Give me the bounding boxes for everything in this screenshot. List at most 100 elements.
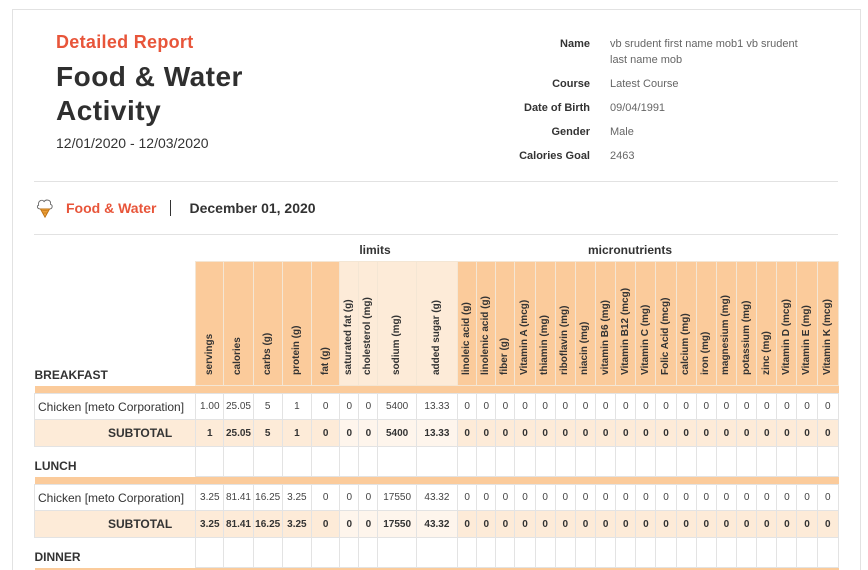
nutrient-value: 0 — [736, 484, 758, 511]
empty-cell — [281, 446, 313, 477]
subtotal-value: 0 — [534, 510, 556, 538]
nutrient-value: 0 — [695, 393, 717, 420]
subtotal-value: 0 — [495, 419, 516, 447]
column-header: Vitamin K (mcg) — [816, 261, 840, 386]
nutrient-value: 0 — [635, 484, 657, 511]
nutrient-value: 0 — [574, 393, 597, 420]
subtotal-value: 0 — [756, 510, 778, 538]
nutrient-value: 0 — [358, 393, 379, 420]
food-name: Chicken [meto Corporation] — [33, 484, 197, 511]
subtotal-value: 0 — [514, 510, 536, 538]
subtotal-value: 0 — [476, 419, 497, 447]
empty-cell — [415, 446, 459, 477]
empty-cell — [358, 446, 379, 477]
group-label-micronutrients: micronutrients — [587, 243, 672, 257]
subtotal-value: 0 — [554, 510, 576, 538]
empty-cell — [476, 537, 497, 568]
empty-cell — [310, 446, 341, 477]
empty-cell — [615, 446, 637, 477]
column-header: calcium (mg) — [675, 261, 697, 386]
empty-cell — [655, 446, 677, 477]
empty-cell — [476, 446, 497, 477]
profile-info: Name vb srudent first name mob1 vb srude… — [470, 36, 810, 172]
empty-cell — [252, 537, 283, 568]
column-header: Vitamin C (mg) — [635, 261, 657, 386]
section-date: December 01, 2020 — [189, 200, 316, 216]
empty-cell — [554, 537, 576, 568]
nutrient-value: 0 — [574, 484, 597, 511]
column-header: niacin (mg) — [574, 261, 597, 386]
subtotal-value: 0 — [358, 510, 379, 538]
column-header: riboflavin (mg) — [554, 261, 576, 386]
table-row: Chicken [meto Corporation] 1.00 25.05 5 1 0 0 0… — [33, 393, 840, 420]
empty-cell — [223, 446, 254, 477]
column-header: vitamin B6 (mg) — [595, 261, 617, 386]
column-header-label: calcium (mg) — [680, 313, 692, 375]
subtotal-value: 0 — [310, 510, 341, 538]
empty-cell — [339, 537, 360, 568]
nutrient-value: 0 — [776, 484, 798, 511]
nutrient-value: 0 — [534, 484, 556, 511]
divider — [34, 234, 838, 235]
column-header-label: niacin (mg) — [579, 321, 591, 375]
subtotal-value: 0 — [695, 419, 717, 447]
profile-row-name: Name vb srudent first name mob1 vb srude… — [470, 36, 810, 68]
nutrient-value: 81.41 — [223, 484, 254, 511]
nutrient-value: 0 — [756, 484, 778, 511]
subtotal-value: 0 — [457, 419, 478, 447]
subtotal-value: 0 — [615, 419, 637, 447]
nutrient-value: 0 — [595, 484, 617, 511]
nutrient-value: 0 — [615, 393, 637, 420]
nutrient-value: 1.00 — [195, 393, 225, 420]
nutrient-value: 3.25 — [281, 484, 313, 511]
nutrient-value: 0 — [495, 393, 516, 420]
subtotal-value: 0 — [615, 510, 637, 538]
nutrient-value: 16.25 — [252, 484, 283, 511]
nutrient-value: 0 — [514, 393, 536, 420]
nutrient-value: 0 — [476, 484, 497, 511]
column-header-label: vitamin B6 (mg) — [599, 299, 611, 375]
column-header: Folic Acid (mcg) — [655, 261, 677, 386]
column-header: carbs (g) — [252, 261, 283, 386]
meal-name: BREAKFAST — [34, 367, 108, 382]
nutrient-value: 0 — [736, 393, 758, 420]
group-label-limits: limits — [359, 243, 391, 257]
empty-cell — [776, 537, 798, 568]
column-header-label: fat (g) — [319, 347, 331, 375]
column-header-label: linolenic acid (g) — [480, 296, 492, 375]
column-header-label: magnesium (mg) — [720, 294, 732, 375]
subtotal-value: 0 — [715, 510, 738, 538]
empty-cell — [715, 446, 738, 477]
subtotal-value: 3.25 — [281, 510, 313, 538]
meal-name: LUNCH — [34, 458, 77, 473]
subtotal-value: 0 — [816, 419, 840, 447]
nutrient-value: 1 — [281, 393, 313, 420]
column-header: thiamin (mg) — [534, 261, 556, 386]
nutrient-value: 0 — [635, 393, 657, 420]
column-header: zinc (mg) — [756, 261, 778, 386]
nutrient-value: 0 — [310, 393, 341, 420]
nutrient-value: 0 — [339, 484, 360, 511]
section-separator — [170, 200, 172, 216]
empty-cell — [534, 537, 556, 568]
profile-value: vb srudent first name mob1 vb srudent la… — [610, 38, 798, 66]
empty-cell — [457, 537, 478, 568]
nutrient-value: 0 — [756, 393, 778, 420]
column-header: iron (mg) — [695, 261, 717, 386]
empty-cell — [695, 537, 717, 568]
subtotal-value: 0 — [776, 510, 798, 538]
profile-row-calories-goal: Calories Goal 2463 — [470, 148, 810, 164]
empty-cell — [457, 446, 478, 477]
nutrient-value: 0 — [796, 484, 818, 511]
subtotal-value: 0 — [574, 419, 597, 447]
empty-cell — [223, 537, 254, 568]
subtotal-value: 0 — [339, 419, 360, 447]
subtotal-value: 0 — [554, 419, 576, 447]
nutrient-value: 0 — [534, 393, 556, 420]
column-header: Vitamin A (mcg) — [514, 261, 536, 386]
subtotal-value: 0 — [655, 510, 677, 538]
column-header-label: Vitamin D (mcg) — [780, 299, 792, 375]
empty-cell — [816, 537, 840, 568]
empty-cell — [310, 537, 341, 568]
profile-label: Date of Birth — [524, 102, 590, 114]
